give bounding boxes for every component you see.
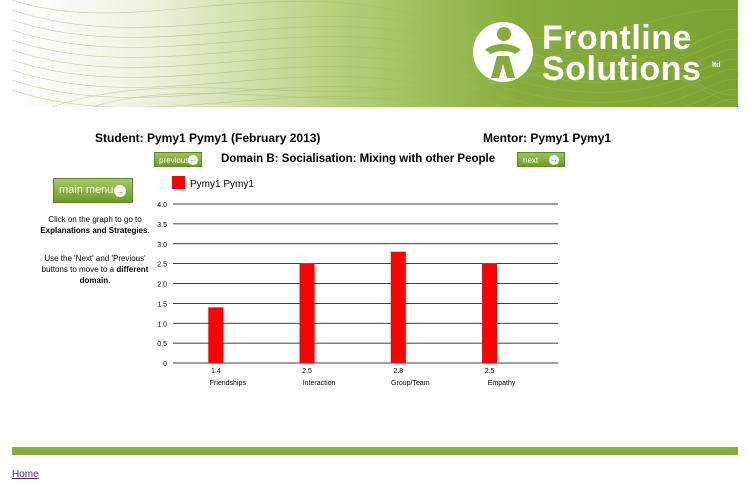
- y-tick-label: 1.0: [157, 321, 167, 328]
- data-label: 2.5: [302, 368, 312, 375]
- domain-bar-chart[interactable]: Pymy1 Pymy1 0 0.5 1.0 1.5 2.0 2.5 3.0 3.5 4.0 1.4 F…: [140, 170, 570, 395]
- x-category-label: Empathy: [488, 380, 516, 387]
- y-tick-label: 0: [163, 361, 167, 368]
- next-button-label: next: [523, 156, 539, 165]
- main-menu-label: main menu: [59, 184, 114, 196]
- brand-ltd: ltd: [712, 62, 721, 69]
- x-category-label: Friendships: [210, 380, 247, 387]
- arrow-right-icon: →: [114, 185, 126, 197]
- main-menu-button[interactable]: main menu →: [53, 178, 133, 203]
- x-category-label: Group/Team: [391, 380, 430, 387]
- y-tick-label: 2.5: [157, 262, 167, 269]
- brand-name-line1: Frontline: [542, 19, 692, 57]
- person-figure-icon: [473, 22, 533, 82]
- data-label: 1.4: [211, 368, 221, 375]
- mentor-label: Mentor: Pymy1 Pymy1: [483, 131, 612, 145]
- legend-label: Pymy1 Pymy1: [190, 179, 254, 190]
- wave-pattern: [12, 0, 738, 107]
- footer-bar: [12, 447, 738, 455]
- note2-end: .: [108, 276, 111, 285]
- arrow-right-icon: →: [549, 155, 559, 165]
- x-category-label: Interaction: [303, 380, 336, 387]
- note1-text: Click on the graph to go to: [48, 215, 142, 224]
- bar-friendships[interactable]: [208, 307, 224, 363]
- note2-bold: different domain: [79, 265, 149, 285]
- data-label: 2.5: [485, 368, 495, 375]
- bar-group-team[interactable]: [390, 251, 406, 363]
- previous-button[interactable]: previous ←: [154, 152, 202, 167]
- y-tick-label: 2.0: [157, 282, 167, 289]
- y-tick-label: 1.5: [157, 301, 167, 308]
- y-tick-label: 0.5: [157, 341, 167, 348]
- legend-swatch: [172, 176, 185, 189]
- nav-help-note: Use the 'Next' and 'Previous' buttons to…: [40, 253, 150, 286]
- student-label: Student: Pymy1 Pymy1 (February 2013): [95, 131, 321, 145]
- arrow-left-icon: ←: [188, 155, 198, 165]
- domain-title: Domain B: Socialisation: Mixing with oth…: [221, 153, 496, 165]
- header-banner: Frontline Solutions ltd: [12, 0, 738, 107]
- y-tick-label: 3.0: [157, 242, 167, 249]
- note1-end: .: [147, 226, 150, 235]
- brand-name-line2: Solutions: [542, 50, 702, 88]
- y-tick-label: 4.0: [157, 202, 167, 209]
- graph-help-note: Click on the graph to go to Explanations…: [40, 214, 150, 236]
- home-link[interactable]: Home: [12, 469, 39, 480]
- bar-interaction[interactable]: [299, 263, 315, 363]
- y-tick-label: 3.5: [157, 222, 167, 229]
- note2-text: Use the 'Next' and 'Previous' buttons to…: [41, 254, 146, 274]
- bar-empathy[interactable]: [482, 263, 498, 363]
- previous-button-label: previous: [159, 156, 190, 165]
- next-button[interactable]: next →: [517, 152, 565, 167]
- data-label: 2.8: [393, 368, 403, 375]
- note1-bold: Explanations and Strategies: [40, 226, 148, 235]
